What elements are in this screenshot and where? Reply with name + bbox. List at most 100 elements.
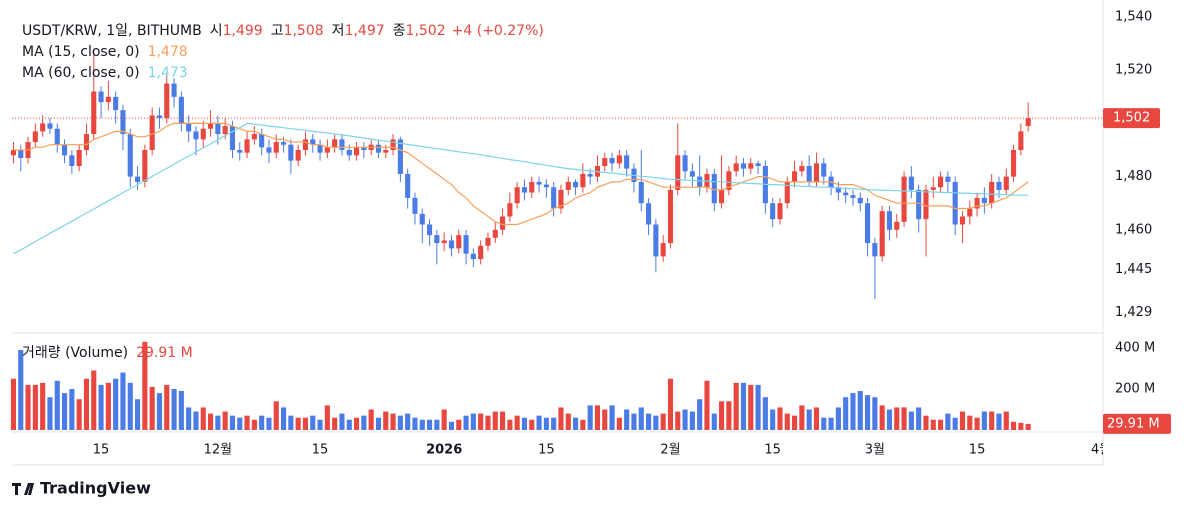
candle-body [361, 147, 367, 151]
candle-body [872, 243, 878, 257]
volume-bar [959, 411, 966, 430]
candle-body [434, 235, 440, 244]
candle-body [894, 221, 900, 230]
candle-body [609, 157, 615, 164]
x-tick-label: 2026 [426, 443, 462, 458]
candle-body [40, 123, 46, 132]
volume-bar [748, 384, 754, 430]
candle-body [273, 142, 279, 153]
volume-bar [149, 386, 155, 430]
volume-bar [799, 405, 805, 430]
volume-bar [259, 415, 265, 430]
candle-body [938, 176, 944, 188]
volume-bar [83, 378, 90, 430]
volume-bar [405, 413, 411, 430]
candle-body [989, 181, 995, 204]
volume-bar [485, 415, 491, 430]
candle-body [616, 155, 622, 164]
candle-body [18, 150, 24, 158]
ohlc-legend: USDT/KRW, 1일, BITHUMB 시1,499 고1,508 저1,497 종… [22, 23, 544, 39]
volume-bar [10, 378, 17, 430]
candle-body [507, 203, 513, 217]
candle-body [660, 243, 666, 257]
volume-bar [390, 413, 396, 430]
candle-body [923, 189, 929, 220]
candle-body [419, 213, 425, 225]
candle-body [281, 142, 287, 145]
candle-body [215, 123, 221, 135]
candle-body [784, 181, 790, 204]
candle-body [719, 189, 725, 204]
volume-bar [171, 388, 177, 430]
volume-bar [222, 411, 228, 430]
volume-bar [813, 407, 820, 430]
candle-body [405, 173, 411, 198]
moving-average-line [13, 122, 1029, 255]
volume-bar [456, 419, 462, 430]
ma-legend-value: 1,478 [148, 44, 188, 60]
candle-body [1025, 118, 1031, 127]
volume-bar [368, 409, 374, 430]
candle-body [813, 163, 820, 182]
volume-bar [69, 388, 75, 430]
candle-body [974, 197, 980, 209]
candle-body [91, 91, 97, 135]
candle-body [821, 163, 827, 177]
volume-bar [726, 401, 732, 430]
volume-bar [76, 399, 82, 430]
volume-bar [974, 417, 980, 430]
volume-bar [551, 417, 557, 430]
candle-body [142, 150, 148, 182]
volume-bar [500, 411, 506, 430]
volume-bar [923, 415, 929, 430]
candle-body [850, 195, 856, 198]
candle-body [682, 155, 688, 172]
volume-bar [251, 419, 257, 430]
volume-bar [375, 417, 382, 430]
volume-bar [821, 417, 827, 430]
candle-body [792, 171, 798, 182]
x-tick-label: 12월 [204, 443, 233, 458]
volume-bar [594, 405, 601, 430]
volume-bar [792, 415, 798, 430]
ma-legend: MA (15, close, 0) 1,478 [22, 44, 188, 60]
volume-bar [740, 382, 747, 430]
volume-bar [624, 409, 630, 430]
candle-body [222, 126, 228, 135]
candle-body [54, 128, 60, 145]
candle-body [646, 203, 652, 225]
x-tick-label: 15 [764, 443, 781, 458]
volume-bar [113, 378, 119, 430]
volume-bar [397, 415, 403, 430]
volume-bar [543, 417, 549, 430]
volume-bar [828, 417, 834, 430]
candle-body [208, 123, 214, 129]
volume-bar [339, 413, 345, 430]
candle-body [755, 163, 761, 166]
volume-bar [850, 393, 856, 430]
candle-body [164, 83, 170, 119]
x-tick-label: 3월 [865, 443, 885, 458]
x-tick-label: 15 [93, 443, 110, 458]
volume-bar [602, 409, 608, 430]
candle-body [288, 144, 294, 161]
volume-bar [667, 378, 674, 430]
candle-body [551, 187, 557, 209]
candle-body [76, 150, 82, 166]
volume-bar [193, 411, 199, 430]
volume-legend: 거래량 (Volume) 29.91 M [22, 345, 193, 361]
volume-bar [507, 419, 513, 430]
candle-body [514, 187, 520, 204]
candle-body [266, 147, 272, 153]
candle-body [324, 147, 330, 153]
volume-bar [697, 399, 703, 430]
moving-average-line [13, 122, 1029, 226]
candle-body [653, 224, 659, 257]
candle-body [843, 192, 849, 196]
volume-bar [62, 393, 68, 430]
volume-bar [580, 419, 586, 430]
candle-body [171, 83, 177, 97]
candle-body [1018, 131, 1024, 151]
candle-body [10, 150, 17, 156]
